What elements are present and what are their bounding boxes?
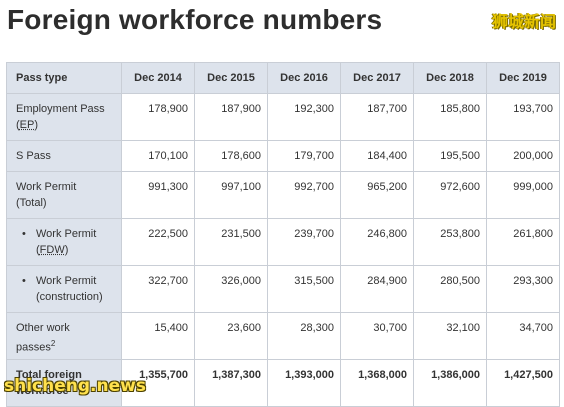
table-cell: 28,300 bbox=[267, 312, 341, 360]
table-cell: 187,700 bbox=[340, 93, 414, 141]
table-cell: 200,000 bbox=[486, 140, 560, 172]
row-label-sub: passes bbox=[16, 341, 51, 354]
row-label: S Pass bbox=[6, 140, 122, 172]
watermark-logo-top: 狮城新闻 bbox=[491, 12, 556, 31]
watermark-logo-bottom: shicheng.news bbox=[4, 376, 146, 396]
table-cell: 999,000 bbox=[486, 171, 560, 219]
table-cell: 246,800 bbox=[340, 218, 414, 266]
table-row: • Work Permit (FDW) 222,500 231,500 239,… bbox=[6, 218, 560, 266]
table-cell: 253,800 bbox=[413, 218, 487, 266]
row-label-text: Work Permit bbox=[16, 181, 77, 193]
table-cell: 284,900 bbox=[340, 265, 414, 313]
ep-abbreviation-link[interactable]: EP bbox=[19, 119, 35, 131]
row-label: • Work Permit (construction) bbox=[6, 265, 122, 313]
footnote-marker: 2 bbox=[50, 339, 56, 348]
table-cell: 179,700 bbox=[267, 140, 341, 172]
table-cell: 23,600 bbox=[194, 312, 268, 360]
row-label-text: Work Permit bbox=[36, 228, 97, 240]
column-header: Dec 2016 bbox=[267, 62, 341, 94]
column-header: Dec 2019 bbox=[486, 62, 560, 94]
column-header: Dec 2017 bbox=[340, 62, 414, 94]
table-cell: 1,427,500 bbox=[486, 359, 560, 407]
table-cell: 261,800 bbox=[486, 218, 560, 266]
table-cell: 222,500 bbox=[121, 218, 195, 266]
table-row: Employment Pass (EP) 178,900 187,900 192… bbox=[6, 93, 560, 141]
table-cell: 293,300 bbox=[486, 265, 560, 313]
row-label: Other work passes2 bbox=[6, 312, 122, 360]
table-cell: 32,100 bbox=[413, 312, 487, 360]
table-cell: 195,500 bbox=[413, 140, 487, 172]
table-cell: 187,900 bbox=[194, 93, 268, 141]
column-header: Dec 2018 bbox=[413, 62, 487, 94]
table-cell: 184,400 bbox=[340, 140, 414, 172]
row-label: Total foreign workforce bbox=[6, 359, 122, 407]
table-cell: 991,300 bbox=[121, 171, 195, 219]
table-cell: 972,600 bbox=[413, 171, 487, 219]
table-cell: 178,600 bbox=[194, 140, 268, 172]
row-label: Employment Pass (EP) bbox=[6, 93, 122, 141]
column-header: Dec 2014 bbox=[121, 62, 195, 94]
table-cell: 1,387,300 bbox=[194, 359, 268, 407]
table-cell: 192,300 bbox=[267, 93, 341, 141]
row-label-sub: workforce bbox=[16, 385, 69, 397]
table-cell: 1,393,000 bbox=[267, 359, 341, 407]
table-cell: 1,368,000 bbox=[340, 359, 414, 407]
table-row-total: Total foreign workforce 1,355,700 1,387,… bbox=[6, 359, 560, 407]
table-cell: 239,700 bbox=[267, 218, 341, 266]
table-header-row: Pass type Dec 2014 Dec 2015 Dec 2016 Dec… bbox=[6, 62, 560, 94]
table-cell: 34,700 bbox=[486, 312, 560, 360]
table-cell: 322,700 bbox=[121, 265, 195, 313]
bullet-icon: • bbox=[22, 275, 26, 287]
table-cell: 992,700 bbox=[267, 171, 341, 219]
row-label-text: Work Permit bbox=[36, 275, 97, 287]
page-title: Foreign workforce numbers bbox=[7, 4, 383, 35]
table-cell: 326,000 bbox=[194, 265, 268, 313]
table-cell: 315,500 bbox=[267, 265, 341, 313]
table-cell: 1,386,000 bbox=[413, 359, 487, 407]
table-cell: 15,400 bbox=[121, 312, 195, 360]
column-header: Pass type bbox=[6, 62, 122, 94]
row-label-text: Total foreign bbox=[16, 369, 82, 381]
table-cell: 178,900 bbox=[121, 93, 195, 141]
row-label-sub: (construction) bbox=[36, 291, 103, 303]
table-cell: 193,700 bbox=[486, 93, 560, 141]
table-cell: 280,500 bbox=[413, 265, 487, 313]
row-label-text: Employment Pass bbox=[16, 103, 105, 115]
table-cell: 30,700 bbox=[340, 312, 414, 360]
table-cell: 997,100 bbox=[194, 171, 268, 219]
table-row: Other work passes2 15,400 23,600 28,300 … bbox=[6, 312, 560, 360]
row-label-text: Other work bbox=[16, 322, 70, 334]
column-header: Dec 2015 bbox=[194, 62, 268, 94]
table-row: S Pass 170,100 178,600 179,700 184,400 1… bbox=[6, 140, 560, 172]
table-cell: 231,500 bbox=[194, 218, 268, 266]
row-label-sub: (Total) bbox=[16, 197, 47, 209]
table-row: • Work Permit (construction) 322,700 326… bbox=[6, 265, 560, 313]
bullet-icon: • bbox=[22, 228, 26, 240]
table-cell: 185,800 bbox=[413, 93, 487, 141]
row-label: Work Permit (Total) bbox=[6, 171, 122, 219]
table-row: Work Permit (Total) 991,300 997,100 992,… bbox=[6, 171, 560, 219]
workforce-table: Pass type Dec 2014 Dec 2015 Dec 2016 Dec… bbox=[6, 62, 560, 407]
fdw-abbreviation-link[interactable]: FDW bbox=[39, 244, 65, 256]
table-cell: 965,200 bbox=[340, 171, 414, 219]
row-label: • Work Permit (FDW) bbox=[6, 218, 122, 266]
table-cell: 170,100 bbox=[121, 140, 195, 172]
